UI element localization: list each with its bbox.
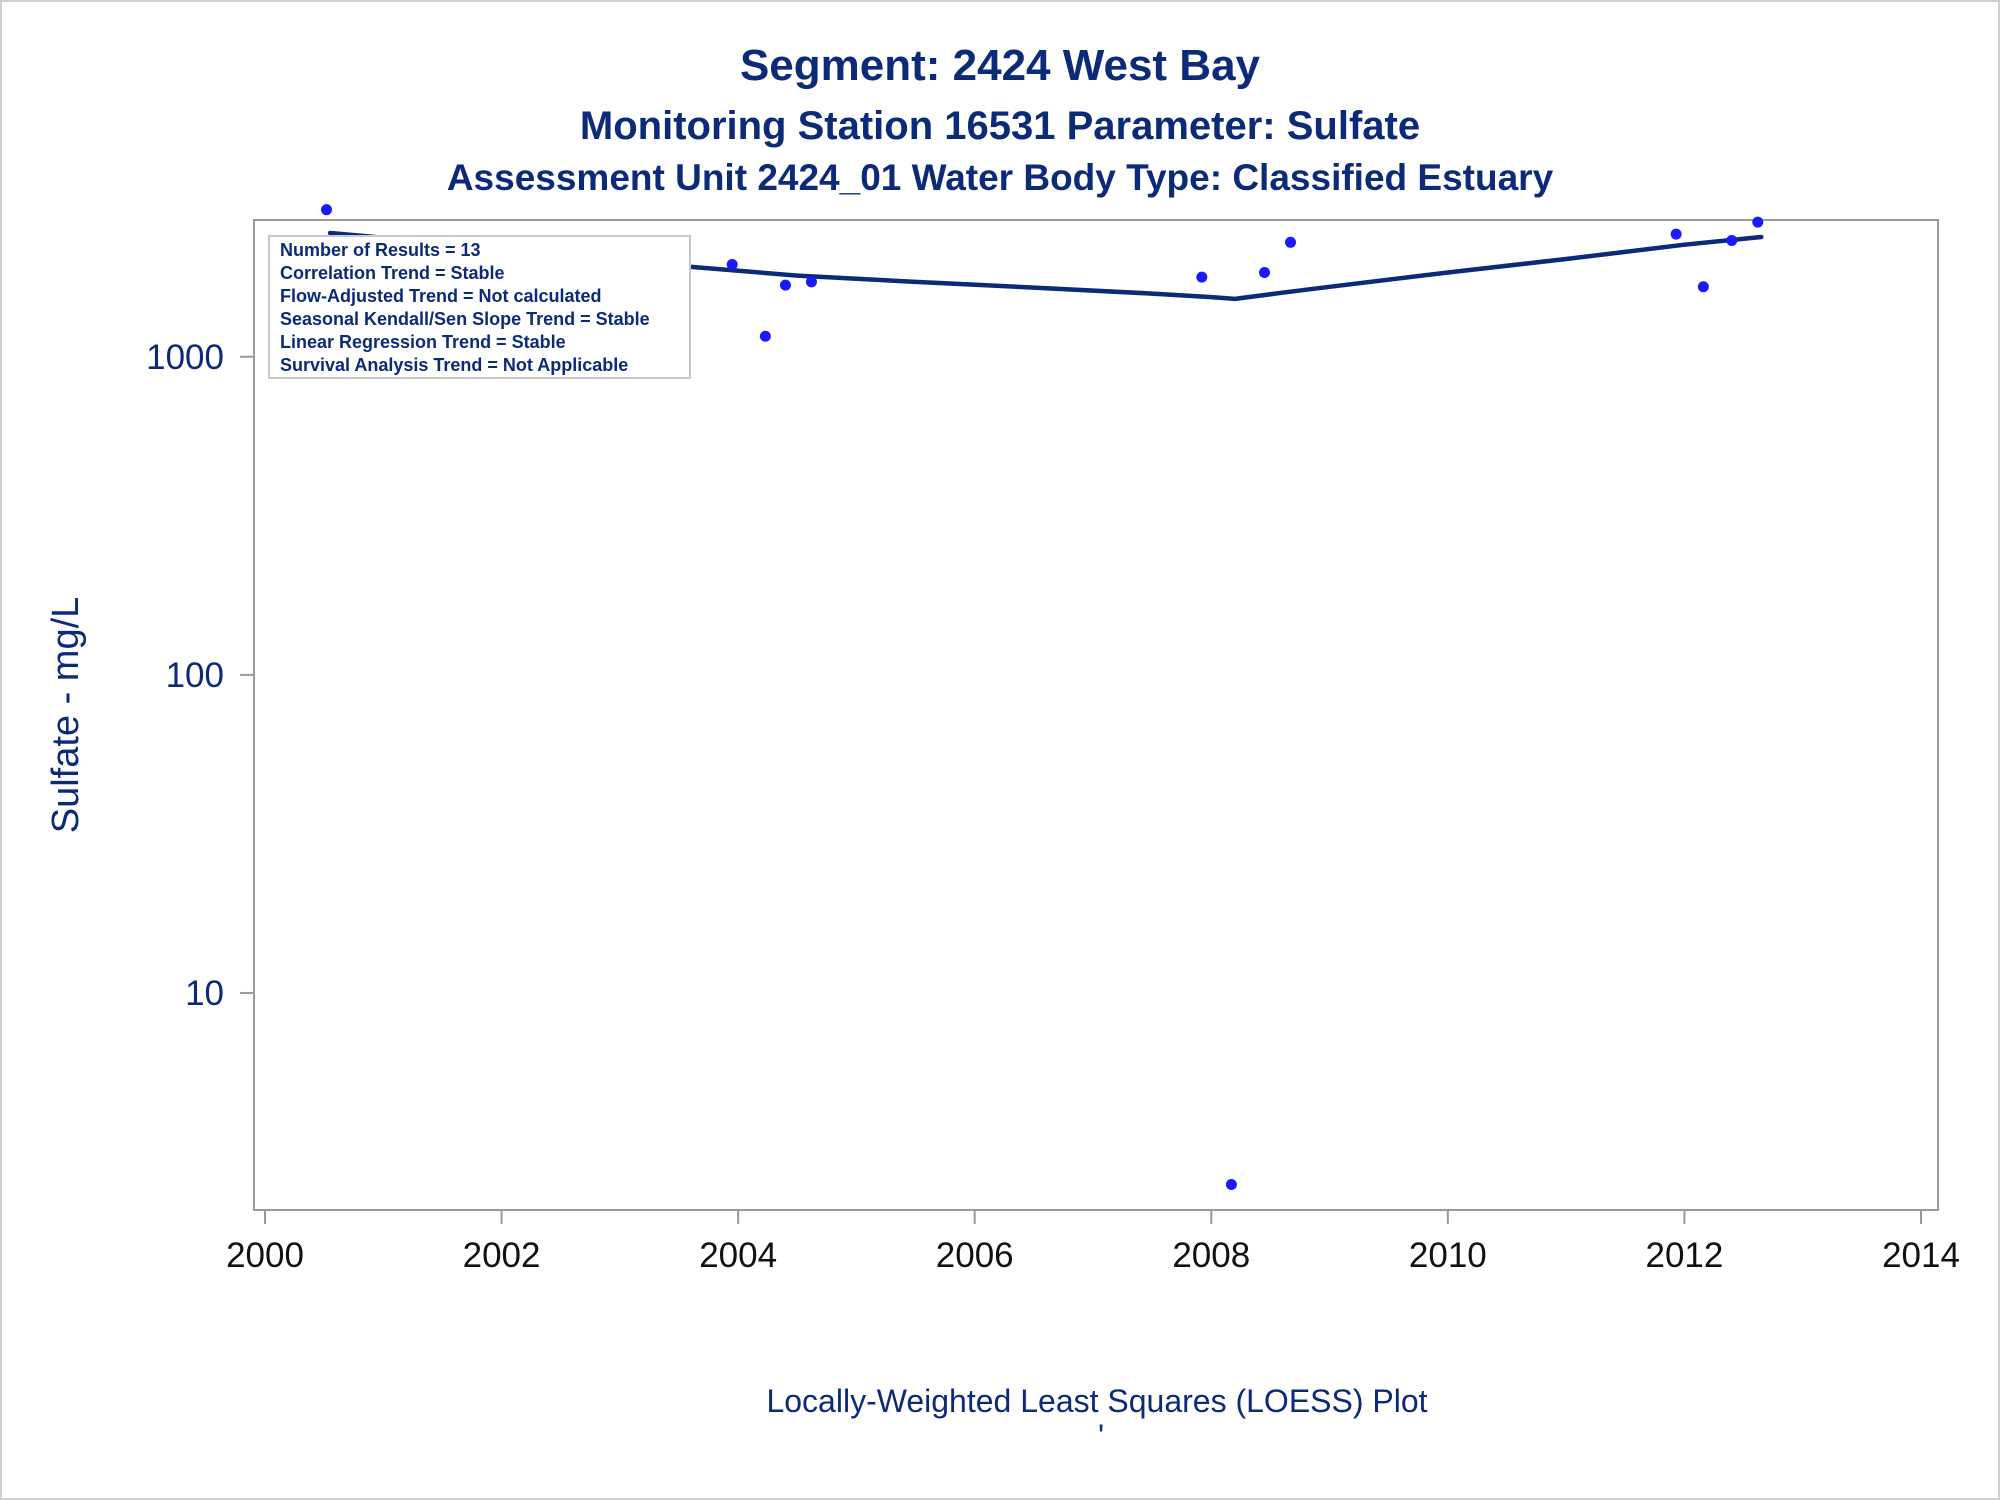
chart-subtitle-2: Assessment Unit 2424_01 Water Body Type:… <box>447 157 1554 198</box>
points-layer <box>321 204 1764 1190</box>
x-axis: 2000 2002 2004 2006 2008 2010 2012 2014 <box>226 1210 1960 1275</box>
y-axis-label: Sulfate - mg/L <box>45 597 87 834</box>
x-tick-label: 2000 <box>226 1236 304 1275</box>
y-axis: 10 100 1000 <box>146 338 254 1013</box>
data-point <box>1726 235 1738 247</box>
data-point <box>759 330 771 342</box>
legend-line: Seasonal Kendall/Sen Slope Trend = Stabl… <box>280 309 650 329</box>
legend-line: Flow-Adjusted Trend = Not calculated <box>280 286 602 306</box>
data-point <box>1752 216 1764 228</box>
plot-area <box>253 219 1939 1211</box>
x-tick-label: 2002 <box>463 1236 541 1275</box>
y-tick-label: 100 <box>166 656 224 695</box>
x-tick-label: 2012 <box>1645 1236 1723 1275</box>
footnote: Locally-Weighted Least Squares (LOESS) P… <box>766 1383 1427 1419</box>
y-tick-label: 10 <box>185 974 224 1013</box>
x-tick-label: 2010 <box>1409 1236 1487 1275</box>
data-point <box>779 279 791 291</box>
chart-subtitle: Monitoring Station 16531 Parameter: Sulf… <box>580 104 1420 148</box>
data-point <box>726 259 738 271</box>
legend-line: Correlation Trend = Stable <box>280 263 505 283</box>
chart-title: Segment: 2424 West Bay <box>740 41 1261 90</box>
data-point <box>1670 228 1682 240</box>
data-point <box>1259 267 1271 279</box>
data-point <box>1196 271 1208 283</box>
stats-legend: Number of Results = 13 Correlation Trend… <box>268 235 691 379</box>
data-point <box>1285 236 1297 248</box>
data-point <box>1697 281 1709 293</box>
legend-line: Linear Regression Trend = Stable <box>280 332 566 352</box>
legend-line: Survival Analysis Trend = Not Applicable <box>280 355 628 375</box>
legend-box <box>268 235 691 379</box>
data-point <box>321 204 333 216</box>
legend-line: Number of Results = 13 <box>280 240 481 260</box>
x-tick-label: 2014 <box>1882 1236 1960 1275</box>
x-tick-label: 2004 <box>699 1236 777 1275</box>
x-tick-label: 2006 <box>936 1236 1014 1275</box>
y-tick-label: 1000 <box>146 338 224 377</box>
data-point <box>805 276 817 288</box>
data-point <box>1225 1178 1237 1190</box>
x-tick-label: 2008 <box>1172 1236 1250 1275</box>
footnote-mark: ' <box>1098 1418 1104 1454</box>
